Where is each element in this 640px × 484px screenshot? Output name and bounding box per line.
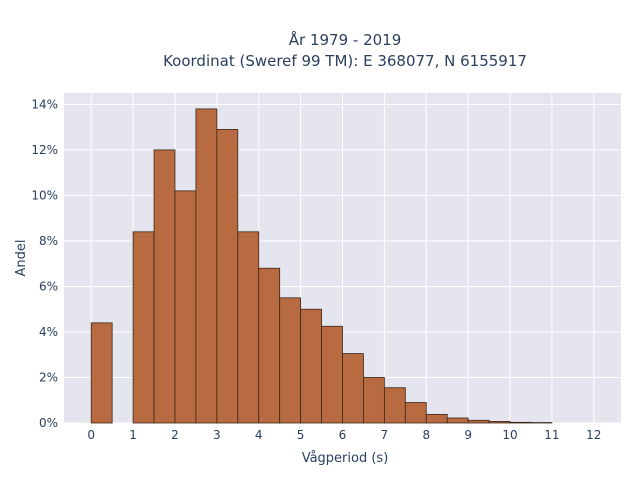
histogram-bar: [217, 129, 238, 423]
x-tick-label: 11: [544, 428, 559, 442]
y-tick-label: 14%: [31, 97, 58, 111]
x-tick-label: 3: [213, 428, 221, 442]
y-tick-label: 6%: [39, 279, 58, 293]
y-tick-label: 10%: [31, 188, 58, 202]
x-tick-label: 6: [339, 428, 347, 442]
chart-subtitle: Koordinat (Sweref 99 TM): E 368077, N 61…: [163, 52, 527, 70]
histogram-bar: [468, 420, 489, 423]
histogram-bar: [91, 323, 112, 423]
histogram-bar: [280, 298, 301, 423]
x-tick-label: 8: [422, 428, 430, 442]
histogram-bar: [301, 309, 322, 423]
y-tick-label: 8%: [39, 234, 58, 248]
histogram-bar: [489, 421, 510, 423]
x-tick-label: 0: [87, 428, 95, 442]
histogram-bar: [196, 109, 217, 423]
histogram-bar: [405, 403, 426, 423]
histogram-bar: [343, 354, 364, 423]
histogram-bar: [154, 150, 175, 423]
y-tick-labels: 0% 2% 4% 6% 8% 10% 12% 14%: [31, 97, 58, 430]
histogram-bar: [259, 268, 280, 423]
histogram-bar: [322, 326, 343, 423]
x-tick-label: 9: [464, 428, 472, 442]
y-tick-label: 12%: [31, 143, 58, 157]
y-tick-label: 2%: [39, 370, 58, 384]
y-tick-label: 0%: [39, 416, 58, 430]
x-tick-label: 5: [297, 428, 305, 442]
y-tick-label: 4%: [39, 325, 58, 339]
histogram-bar: [238, 232, 259, 423]
histogram-bar: [363, 377, 384, 423]
histogram-bar: [510, 422, 531, 423]
x-tick-label: 1: [129, 428, 137, 442]
histogram-bar: [447, 418, 468, 423]
x-tick-label: 2: [171, 428, 179, 442]
x-axis-title: Vågperiod (s): [302, 451, 389, 466]
histogram-bar: [133, 232, 154, 423]
x-tick-label: 12: [586, 428, 601, 442]
histogram-bar: [426, 414, 447, 423]
x-tick-label: 7: [381, 428, 389, 442]
y-axis-title: Andel: [14, 240, 29, 277]
x-tick-label: 10: [502, 428, 517, 442]
histogram-bar: [175, 191, 196, 423]
chart-title: År 1979 - 2019: [289, 30, 402, 49]
x-tick-label: 4: [255, 428, 263, 442]
histogram-bar: [384, 388, 405, 423]
